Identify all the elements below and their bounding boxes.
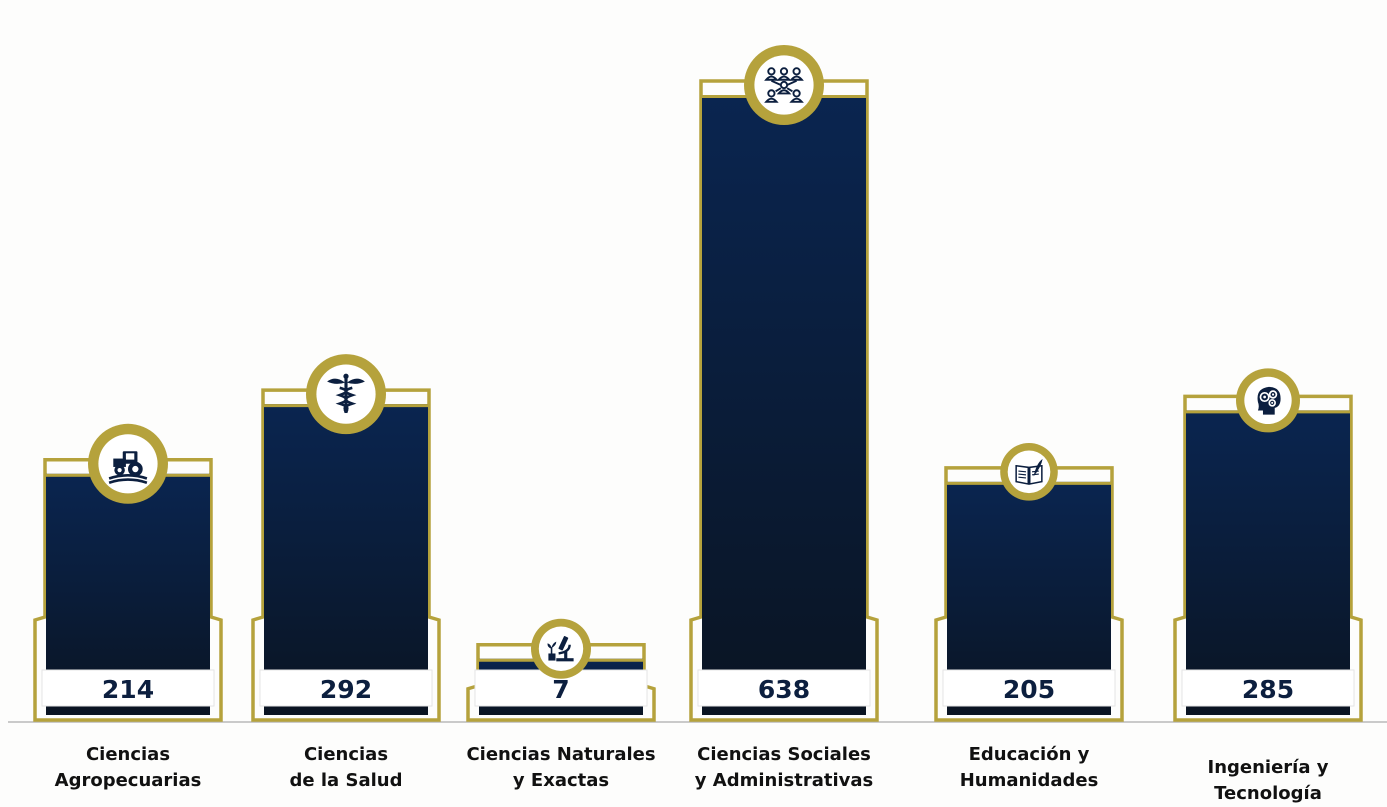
value-label-box: [942, 669, 1116, 707]
category-label-line: y Administrativas: [694, 770, 874, 791]
category-label-line: Agropecuarias: [54, 770, 202, 791]
data-label: 205: [1003, 675, 1055, 704]
bar-frame: [934, 466, 1124, 722]
bar: [1186, 410, 1350, 715]
data-label: 638: [758, 675, 810, 704]
value-label-box: [41, 669, 215, 707]
category-label-line: Humanidades: [959, 770, 1099, 791]
category-label-line: Educación y: [968, 744, 1090, 765]
bar-frame: [689, 79, 879, 722]
value-label-box: [697, 669, 871, 707]
category-label-line: Ciencias: [85, 744, 171, 765]
bar-group: 214: [33, 423, 223, 722]
bar-group: 7: [466, 618, 656, 722]
category-label-line: Tecnología: [1214, 783, 1322, 804]
data-label: 292: [320, 675, 372, 704]
value-label-box: [259, 669, 433, 707]
bars-layer: 214 292 7 638 205 285: [33, 45, 1363, 722]
category-label-line: Ciencias Sociales: [697, 744, 871, 765]
category-label: Ciencias de la Salud: [231, 742, 461, 794]
bar: [264, 404, 428, 715]
data-label: 214: [102, 675, 154, 704]
bar-frame: [1173, 394, 1363, 722]
category-label: Ingeniería y Tecnología: [1153, 755, 1383, 807]
bar-frame: [33, 458, 223, 722]
data-label: 7: [552, 675, 569, 704]
bar: [702, 95, 866, 715]
data-label: 285: [1242, 675, 1294, 704]
category-label: Ciencias Agropecuarias: [13, 742, 243, 794]
category-label-line: Ingeniería y: [1207, 757, 1329, 778]
category-label-line: y Exactas: [512, 770, 610, 791]
bar-group: 292: [251, 354, 441, 722]
bar-group: 638: [689, 45, 879, 722]
bar-frame: [466, 642, 656, 722]
category-label-line: Ciencias Naturales: [466, 744, 656, 765]
category-label: Ciencias Naturales y Exactas: [446, 742, 676, 794]
category-label: Ciencias Sociales y Administrativas: [669, 742, 899, 794]
category-label: Educación y Humanidades: [914, 742, 1144, 794]
category-label-line: de la Salud: [289, 770, 403, 791]
bar-frame: [251, 388, 441, 722]
value-label-box: [1181, 669, 1355, 707]
bar-group: 285: [1173, 368, 1363, 722]
bar-group: 205: [934, 443, 1124, 722]
category-label-line: Ciencias: [303, 744, 389, 765]
icon-ring-inner: [754, 55, 814, 115]
